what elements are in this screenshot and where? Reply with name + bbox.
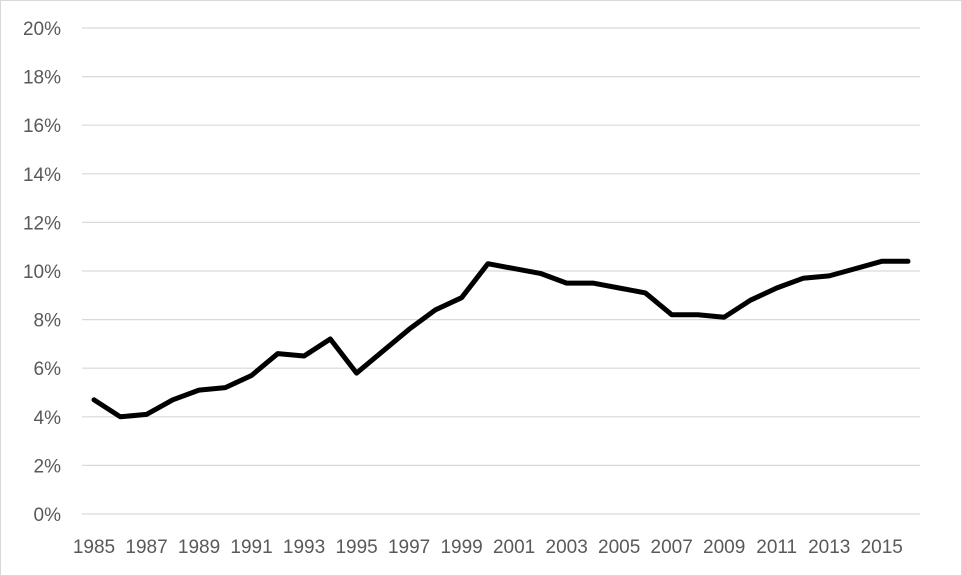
y-tick-label: 4% <box>34 408 62 429</box>
x-tick-label: 1999 <box>440 537 482 558</box>
y-tick-label: 18% <box>23 68 61 89</box>
y-tick-label: 16% <box>23 116 61 137</box>
y-tick-label: 2% <box>34 456 62 477</box>
x-tick-label: 2015 <box>861 537 903 558</box>
series-line <box>91 258 911 420</box>
y-tick-label: 12% <box>23 213 61 234</box>
x-tick-label: 2005 <box>598 537 640 558</box>
x-tick-label: 2001 <box>493 537 535 558</box>
series-layer <box>91 258 911 420</box>
x-tick-label: 1995 <box>335 537 377 558</box>
y-tick-label: 10% <box>23 262 61 283</box>
x-axis: 1985 1987 1989 1991 1993 1995 1997 1999 2001 2003… <box>73 537 903 558</box>
y-tick-label: 8% <box>34 311 62 332</box>
y-tick-label: 6% <box>34 359 62 380</box>
x-tick-label: 1987 <box>125 537 167 558</box>
y-axis: 0% 2% 4% 6% 8% 10% 12% 14% 16% 18% 20% <box>23 19 61 526</box>
y-tick-label: 0% <box>34 505 62 526</box>
gridlines <box>82 27 920 515</box>
x-tick-label: 2011 <box>756 537 797 558</box>
y-tick-label: 20% <box>23 19 61 40</box>
x-tick-label: 2009 <box>703 537 745 558</box>
x-tick-label: 2013 <box>808 537 850 558</box>
x-tick-label: 1985 <box>73 537 115 558</box>
x-tick-label: 1997 <box>388 537 430 558</box>
x-tick-label: 1991 <box>230 537 272 558</box>
x-tick-label: 2007 <box>651 537 693 558</box>
y-tick-label: 14% <box>23 165 61 186</box>
x-tick-label: 1993 <box>283 537 325 558</box>
x-tick-label: 1989 <box>178 537 220 558</box>
x-tick-label: 2003 <box>546 537 588 558</box>
